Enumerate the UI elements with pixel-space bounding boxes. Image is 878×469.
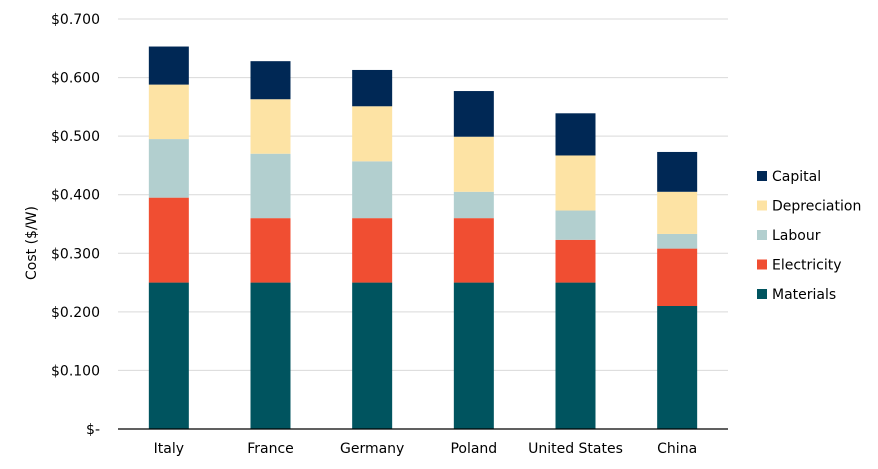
bar-segment-labour xyxy=(148,139,189,198)
bar-segment-capital xyxy=(148,46,189,85)
bar-segment-materials xyxy=(250,282,291,429)
x-tick-label: Italy xyxy=(154,441,184,457)
legend-swatch-electricity xyxy=(757,259,767,270)
bar-segment-materials xyxy=(657,306,698,429)
bar-segment-materials xyxy=(148,282,189,429)
x-tick-label: United States xyxy=(528,441,623,457)
x-tick-label: China xyxy=(657,441,697,457)
bar-segment-electricity xyxy=(555,239,596,283)
legend-label: Capital xyxy=(772,169,821,185)
legend-swatch-capital xyxy=(757,171,767,181)
bar-segment-depreciation xyxy=(657,191,698,234)
bar-segment-depreciation xyxy=(352,106,393,162)
y-tick-label: $0.700 xyxy=(51,12,100,28)
y-tick-label: $0.300 xyxy=(51,246,100,262)
legend-label: Electricity xyxy=(772,258,842,274)
bar-segment-electricity xyxy=(657,248,698,306)
y-tick-label: $0.400 xyxy=(51,188,100,204)
axes: $- $0.100 $0.200 $0.300 $0.400 $0.500 $0.600 $0… xyxy=(51,12,728,457)
y-axis-title: Cost ($/W) xyxy=(24,206,40,280)
bar-segment-capital xyxy=(352,69,393,107)
bar-segment-electricity xyxy=(352,218,393,283)
legend-label: Materials xyxy=(772,287,836,303)
legend: Capital Depreciation Labour Electricity Mate… xyxy=(757,169,861,303)
x-tick-label: Poland xyxy=(450,441,497,457)
bar-segment-capital xyxy=(657,151,698,192)
legend-label: Labour xyxy=(772,228,821,244)
bar-segment-labour xyxy=(352,161,393,219)
bar-segment-capital xyxy=(250,61,291,100)
y-tick-label: $0.500 xyxy=(51,129,100,145)
bar-segment-materials xyxy=(453,282,494,429)
gridlines xyxy=(118,18,728,371)
bar-segment-capital xyxy=(555,113,596,156)
bar-segment-electricity xyxy=(148,197,189,283)
x-tick-label: France xyxy=(247,441,294,457)
bar-segment-capital xyxy=(453,91,494,137)
bar-segment-labour xyxy=(555,210,596,240)
y-tick-label: $0.600 xyxy=(51,71,100,87)
bars xyxy=(148,46,698,429)
bar-segment-depreciation xyxy=(148,84,189,140)
bar-segment-materials xyxy=(352,282,393,429)
y-tick-label: $0.200 xyxy=(51,305,100,321)
bar-segment-electricity xyxy=(453,218,494,283)
bar-segment-electricity xyxy=(250,218,291,283)
y-tick-label: $0.100 xyxy=(51,363,100,379)
legend-swatch-labour xyxy=(757,230,767,240)
bar-segment-depreciation xyxy=(453,136,494,192)
bar-segment-materials xyxy=(555,282,596,429)
y-tick-label: $- xyxy=(86,422,100,438)
bar-segment-depreciation xyxy=(250,99,291,154)
bar-segment-depreciation xyxy=(555,155,596,211)
legend-label: Depreciation xyxy=(772,199,861,215)
x-tick-label: Germany xyxy=(340,441,404,457)
bar-segment-labour xyxy=(657,233,698,249)
legend-swatch-depreciation xyxy=(757,200,767,211)
bar-segment-labour xyxy=(453,191,494,219)
bar-segment-labour xyxy=(250,153,291,219)
legend-swatch-materials xyxy=(757,289,767,299)
